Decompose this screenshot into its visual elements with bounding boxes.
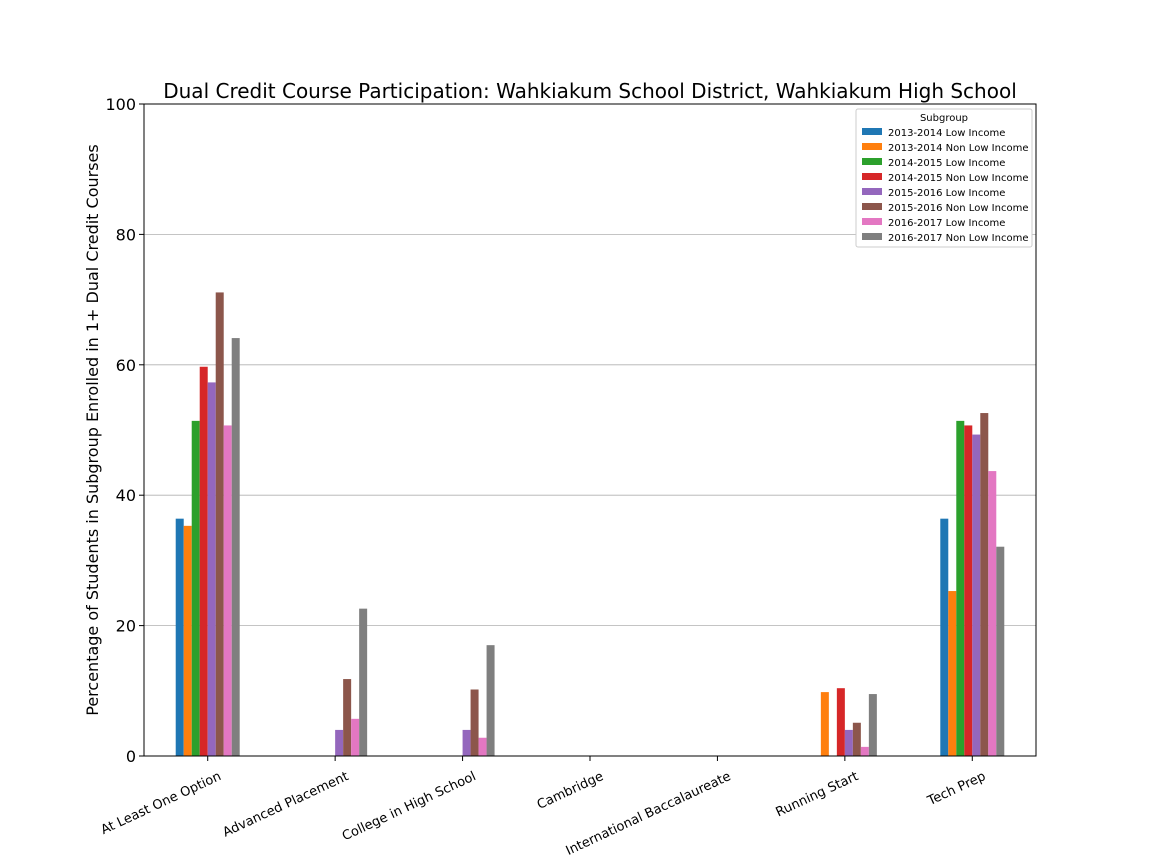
bar — [836, 688, 845, 756]
legend-entry: 2014-2015 Low Income — [888, 158, 1005, 169]
bar — [207, 382, 216, 756]
legend-title: Subgroup — [920, 113, 968, 124]
bar — [486, 645, 495, 756]
bar — [343, 679, 352, 756]
bar — [215, 292, 224, 756]
x-tick-label: At Least One Option — [99, 769, 224, 838]
bar — [980, 413, 989, 756]
bar — [191, 420, 200, 756]
bar — [956, 420, 965, 756]
bar — [948, 591, 957, 756]
legend-entry: 2016-2017 Non Low Income — [888, 233, 1028, 244]
bar — [351, 718, 360, 756]
bar — [844, 729, 853, 756]
bar — [359, 608, 368, 756]
x-tick-label: Advanced Placement — [221, 769, 351, 840]
legend-swatch — [862, 233, 882, 240]
x-tick-label: Tech Prep — [925, 769, 989, 809]
y-tick-label: 100 — [105, 95, 136, 114]
legend-swatch — [862, 203, 882, 210]
bar — [175, 518, 184, 756]
bar — [199, 366, 208, 756]
bar — [478, 737, 487, 756]
legend-entry: 2015-2016 Non Low Income — [888, 203, 1028, 214]
legend: Subgroup 2013-2014 Low Income 2013-2014 N… — [855, 108, 1033, 248]
legend-entry: 2014-2015 Non Low Income — [888, 173, 1028, 184]
y-axis-ticks: 0 20 40 60 80 100 — [105, 95, 144, 766]
legend-entry: 2015-2016 Low Income — [888, 188, 1005, 199]
x-tick-label: Cambridge — [535, 769, 606, 813]
legend-entry: 2016-2017 Low Income — [888, 218, 1005, 229]
chart-title: Dual Credit Course Participation: Wahkia… — [163, 79, 1017, 103]
y-tick-label: 40 — [116, 486, 136, 505]
bar — [972, 434, 981, 756]
bar — [852, 722, 861, 756]
bar — [964, 425, 973, 756]
legend-swatch — [862, 218, 882, 225]
y-tick-label: 80 — [116, 225, 136, 244]
bar — [860, 746, 869, 756]
bar — [231, 338, 240, 756]
legend-box — [855, 108, 1033, 248]
x-tick-label: Running Start — [774, 769, 861, 820]
legend-swatch — [862, 128, 882, 135]
bar — [223, 425, 232, 756]
legend-entry: 2013-2014 Non Low Income — [888, 143, 1028, 154]
bar — [868, 694, 877, 756]
bar — [940, 518, 949, 756]
legend-entry: 2013-2014 Low Income — [888, 128, 1005, 139]
bar — [988, 471, 997, 756]
bar — [462, 729, 471, 756]
bar — [470, 689, 479, 756]
gridlines — [144, 233, 1036, 626]
legend-swatch — [862, 158, 882, 165]
bars — [175, 292, 1005, 756]
y-tick-label: 0 — [126, 747, 136, 766]
y-tick-label: 60 — [116, 356, 136, 375]
bar — [996, 546, 1005, 756]
y-axis-label: Percentage of Students in Subgroup Enrol… — [83, 144, 102, 715]
legend-swatch — [862, 173, 882, 180]
bar — [335, 729, 344, 756]
bar — [183, 525, 192, 756]
x-tick-label: College in High School — [340, 769, 478, 844]
legend-swatch — [862, 188, 882, 195]
bar — [820, 692, 829, 756]
y-tick-label: 20 — [116, 617, 136, 636]
legend-swatch — [862, 143, 882, 150]
